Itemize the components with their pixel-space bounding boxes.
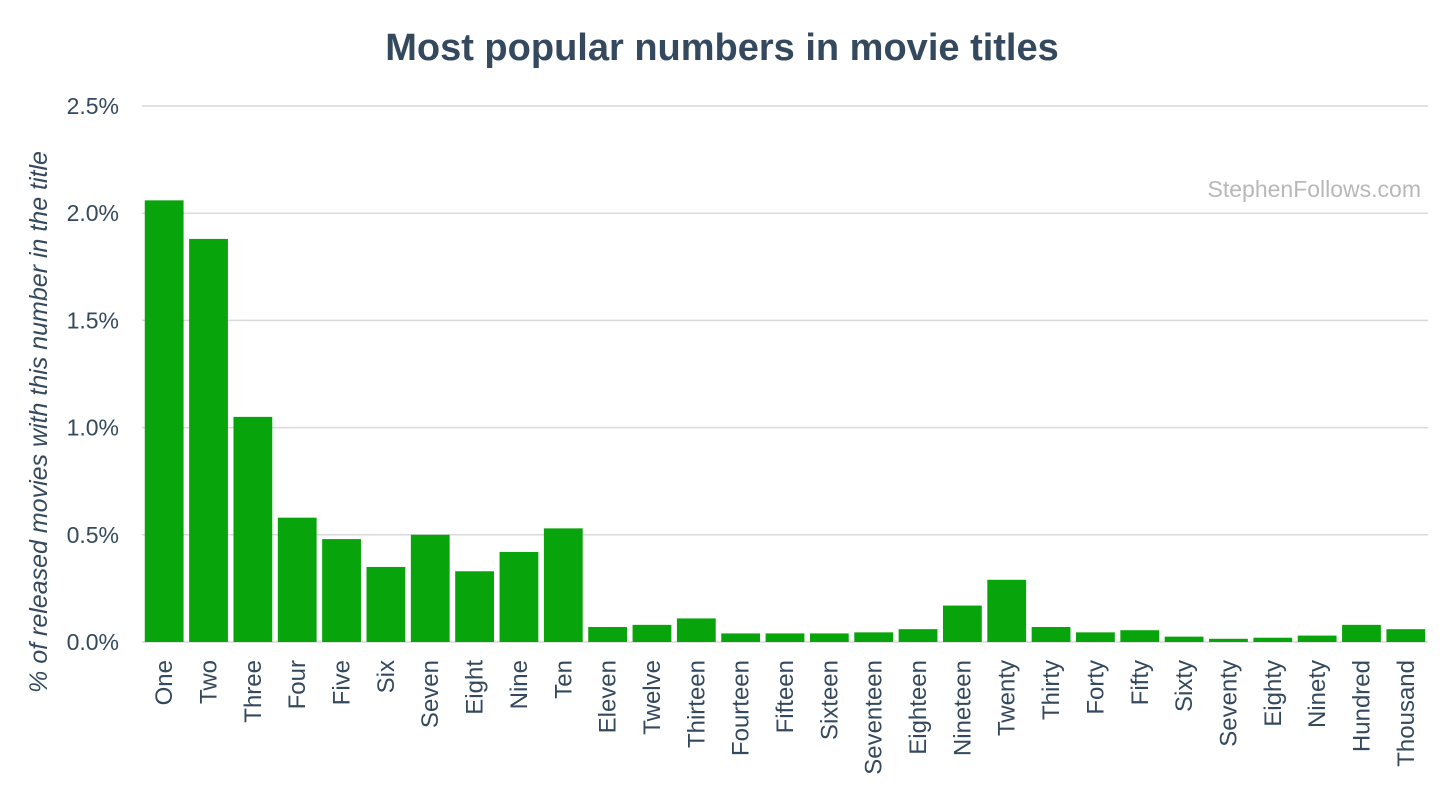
x-tick-label: Two — [196, 660, 223, 704]
bar-sixteen — [809, 633, 849, 642]
bar-twelve — [632, 624, 672, 642]
bar-thirty — [1031, 626, 1071, 642]
x-tick-label: Seventy — [1215, 660, 1242, 747]
bar-seventy — [1209, 638, 1248, 642]
x-tick-label: Nineteen — [949, 660, 976, 756]
bar-seventeen — [854, 632, 894, 642]
x-tick-label: Three — [240, 660, 267, 723]
x-tick-label: Six — [373, 660, 400, 693]
y-tick-label: 2.0% — [67, 200, 119, 226]
x-tick-label: Sixteen — [816, 660, 843, 740]
y-tick-label: 0.5% — [67, 522, 119, 548]
bar-eleven — [588, 626, 628, 642]
x-tick-label: One — [151, 660, 178, 705]
bar-nine — [499, 551, 539, 642]
x-tick-label: Fourteen — [728, 660, 755, 756]
y-axis-ticks: 0.0% 0.5% 1.0% 1.5% 2.0% 2.5% — [67, 93, 119, 655]
bar-four — [277, 517, 317, 642]
watermark: StephenFollows.com — [1208, 176, 1422, 202]
bars — [144, 200, 1426, 642]
x-tick-label: Twelve — [639, 660, 666, 735]
x-tick-label: Seven — [417, 660, 444, 728]
x-tick-label: Five — [329, 660, 356, 705]
x-tick-label: Four — [284, 660, 311, 709]
x-tick-label: Seventeen — [861, 660, 888, 775]
bar-hundred — [1342, 624, 1381, 642]
y-axis-label: % of released movies with this number in… — [25, 151, 53, 693]
x-tick-label: Thousand — [1393, 660, 1420, 767]
x-tick-label: Fifteen — [772, 660, 799, 733]
bar-six — [366, 566, 406, 642]
x-tick-label: Nine — [506, 660, 533, 709]
bar-one — [144, 200, 184, 642]
y-tick-label: 2.5% — [67, 93, 119, 119]
bar-ninety — [1297, 635, 1337, 642]
x-tick-label: Twenty — [994, 660, 1021, 736]
bar-thirteen — [676, 618, 716, 642]
x-tick-label: Sixty — [1171, 660, 1198, 712]
bar-nineteen — [942, 605, 982, 642]
bar-eighty — [1253, 637, 1293, 642]
x-axis-ticks: One Two Three Four Five Six Seven Eight Nine Ten E… — [151, 660, 1420, 775]
x-tick-label: Eighty — [1260, 660, 1287, 727]
x-tick-label: Eleven — [595, 660, 622, 733]
x-tick-label: Fifty — [1127, 660, 1154, 705]
bar-five — [322, 539, 361, 642]
y-tick-label: 1.0% — [67, 415, 119, 441]
bar-sixty — [1164, 636, 1204, 642]
x-tick-label: Thirty — [1038, 660, 1065, 720]
bar-seven — [410, 534, 450, 642]
bar-forty — [1076, 632, 1115, 642]
bar-ten — [543, 528, 583, 642]
bar-three — [233, 416, 273, 642]
bar-fifty — [1120, 630, 1160, 642]
bar-fifteen — [765, 633, 805, 642]
x-tick-label: Eight — [462, 660, 489, 715]
x-tick-label: Forty — [1082, 660, 1109, 715]
bar-two — [189, 238, 228, 642]
x-tick-label: Eighteen — [905, 660, 932, 755]
x-tick-label: Hundred — [1348, 660, 1375, 752]
chart-title: Most popular numbers in movie titles — [385, 27, 1059, 69]
x-tick-label: Thirteen — [683, 660, 710, 748]
bar-eight — [455, 571, 494, 642]
x-tick-label: Ten — [550, 660, 577, 699]
x-tick-label: Ninety — [1304, 660, 1331, 728]
bar-eighteen — [898, 629, 938, 642]
y-tick-label: 1.5% — [67, 307, 119, 333]
bar-twenty — [987, 579, 1027, 642]
y-tick-label: 0.0% — [67, 629, 119, 655]
bar-thousand — [1386, 629, 1426, 642]
bar-fourteen — [721, 633, 761, 642]
